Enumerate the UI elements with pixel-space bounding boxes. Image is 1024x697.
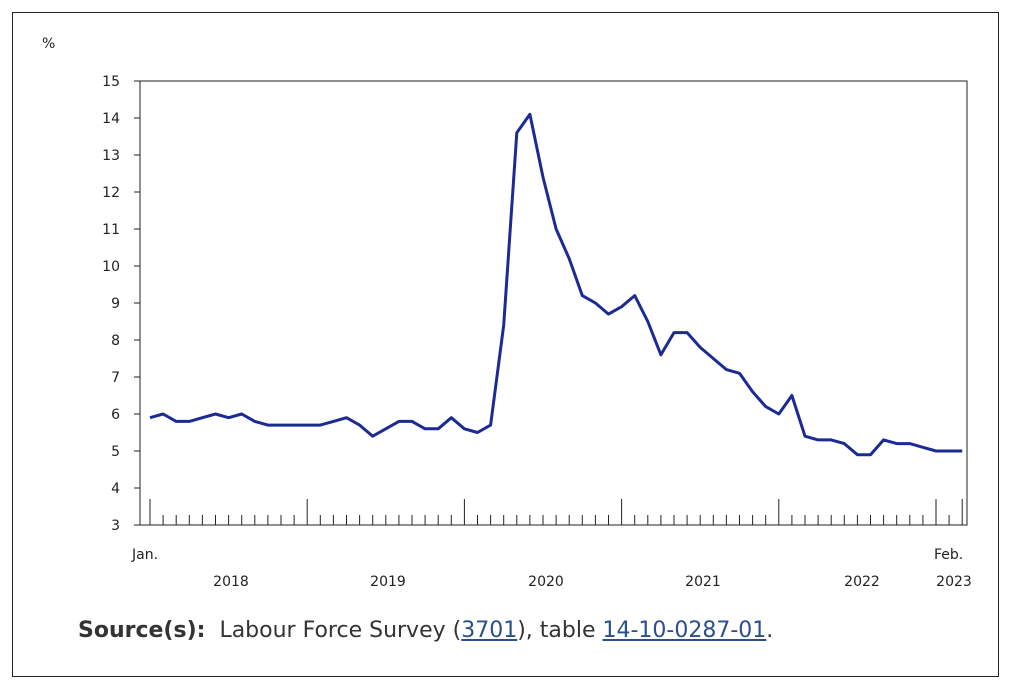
- source-text-before: Labour Force Survey (: [219, 618, 462, 643]
- y-tick-label: 10: [102, 259, 120, 275]
- table-link[interactable]: 14-10-0287-01: [602, 618, 767, 643]
- x-start-label: Jan.: [131, 547, 158, 563]
- y-tick-label: 12: [102, 185, 120, 201]
- source-note: Source(s): Labour Force Survey (3701), t…: [78, 618, 773, 643]
- y-tick-label: 14: [102, 111, 120, 127]
- y-tick-label: 3: [111, 518, 120, 534]
- y-tick-label: 9: [111, 296, 120, 312]
- source-text-middle: ), table: [517, 618, 603, 643]
- line-chart: % 3 4 5 6 7 8 9 10 11 12 13 14 15 Jan. Feb. 2018 2019…: [42, 36, 972, 590]
- source-label: Source(s):: [78, 618, 206, 643]
- series-line: [149, 112, 963, 457]
- plot-area: [139, 80, 968, 526]
- y-tick-label: 5: [111, 444, 120, 460]
- y-axis-unit-label: %: [42, 36, 55, 52]
- y-tick-label: 13: [102, 148, 120, 164]
- y-tick-label: 7: [111, 370, 120, 386]
- x-year-label: 2019: [370, 574, 406, 590]
- x-end-label: Feb.: [934, 547, 963, 563]
- source-text-after: .: [766, 618, 774, 643]
- y-tick-label: 15: [102, 74, 120, 90]
- x-year-label: 2020: [528, 574, 564, 590]
- chart-frame: [12, 12, 999, 677]
- y-tick-label: 4: [111, 481, 120, 497]
- y-tick-label: 6: [111, 407, 120, 423]
- x-year-label: 2023: [936, 574, 972, 590]
- x-year-label: 2022: [844, 574, 880, 590]
- x-year-label: 2021: [685, 574, 721, 590]
- y-tick-label: 8: [111, 333, 120, 349]
- y-tick-label: 11: [102, 222, 120, 238]
- survey-link[interactable]: 3701: [461, 618, 518, 643]
- x-year-label: 2018: [213, 574, 249, 590]
